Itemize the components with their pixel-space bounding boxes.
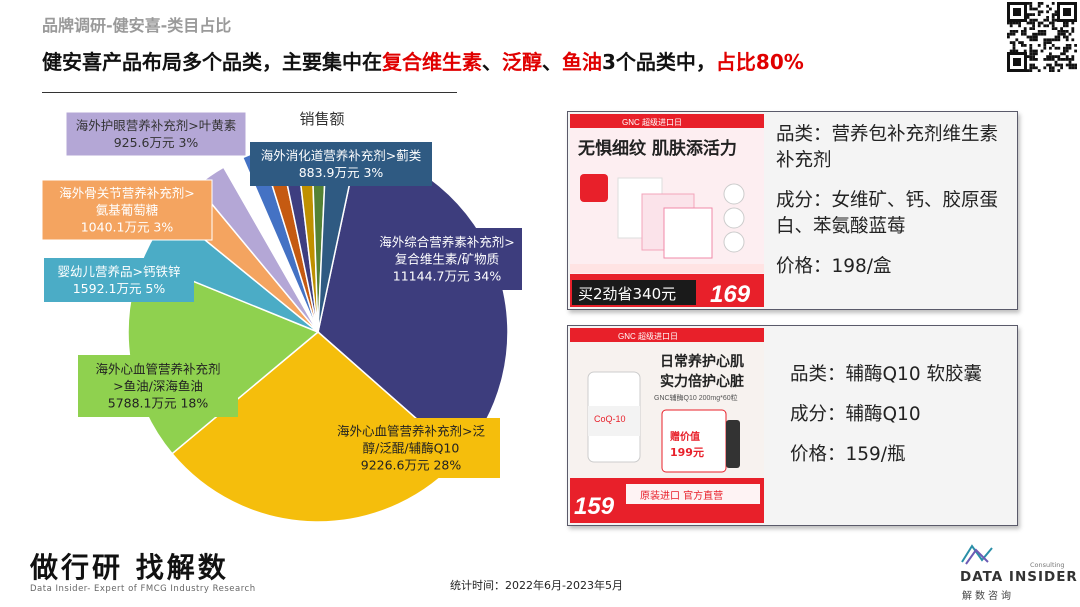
brand-name-en: DATA INSIDER: [960, 569, 1078, 585]
pie-label-line: 海外心血管营养补充剂: [95, 362, 220, 377]
product-2-ingredients: 成分：辅酶Q10: [790, 404, 921, 425]
qr-code-icon: [1007, 2, 1077, 72]
section-title: 品牌调研-健安喜-类目占比: [42, 16, 232, 35]
product-2-promo-price: 159: [574, 493, 615, 520]
pie-label-line: 婴幼儿营养品>钙铁锌: [58, 264, 181, 279]
footer-subline: Data Insider- Expert of FMCG Industry Re…: [30, 584, 256, 594]
headline-part-7: 占比80%: [715, 50, 804, 74]
product-2-bottle-label: CoQ-10: [594, 414, 626, 424]
product-1-promo-headline: 无惧细纹 肌肤添活力: [577, 138, 737, 159]
pie-label-line: 海外消化道营养补充剂>蓟类: [261, 148, 422, 163]
pie-label-4: 海外骨关节营养补充剂> 氨基葡萄糖 1040.1万元 3%: [41, 179, 213, 241]
product-1-tag: GNC 超级进口日: [622, 117, 682, 127]
pie-label-2: 海外心血管营养补充剂 >鱼油/深海鱼油 5788.1万元 18%: [78, 355, 238, 417]
pie-label-line: 海外综合营养素补充剂>: [379, 235, 514, 250]
product-2-tag: GNC 超级进口日: [618, 331, 678, 341]
headline-part-0: 健安喜产品布局多个品类，主要集中在: [42, 50, 382, 74]
pie-label-line: 9226.6万元 28%: [361, 458, 462, 473]
product-2-image: GNC 超级进口日 日常养护心肌 实力倍护心脏 GNC辅酶Q10 200mg*6…: [570, 328, 764, 523]
pie-label-line: 海外心血管营养补充剂>泛: [337, 424, 485, 439]
pie-label-3: 婴幼儿营养品>钙铁锌 1592.1万元 5%: [44, 258, 194, 302]
headline-part-4: 、: [542, 50, 562, 74]
headline-part-1: 复合维生素: [382, 50, 482, 74]
headline-part-6: 3个品类中，: [602, 50, 716, 74]
pie-label-line: 复合维生素/矿物质: [395, 252, 499, 267]
footer-slogan: 做行研 找解数: [30, 551, 229, 584]
pie-label-line: 海外护眼营养补充剂>叶黄素: [76, 118, 236, 133]
product-2-category: 品类：辅酶Q10 软胶囊: [790, 364, 982, 385]
pie-label-5: 海外护眼营养补充剂>叶黄素 925.6万元 3%: [65, 111, 247, 157]
chart-title: 销售额: [299, 110, 344, 128]
pie-label-line: 1040.1万元 3%: [81, 220, 174, 235]
product-2-promo-label: 原装进口 官方直营: [640, 489, 723, 502]
pie-label-line: >鱼油/深海鱼油: [113, 379, 203, 394]
pie-label-line: 海外骨关节营养补充剂>: [59, 186, 194, 201]
product-1-price: 价格：198/盒: [776, 256, 892, 277]
product-1-deal: 买2劲省340元: [578, 285, 676, 303]
product-2-price: 价格：159/瓶: [790, 444, 906, 465]
headline-part-5: 鱼油: [562, 50, 602, 74]
pie-label-12: 海外消化道营养补充剂>蓟类 883.9万元 3%: [250, 142, 432, 186]
headline-part-2: 、: [482, 50, 502, 74]
pie-label-line: 5788.1万元 18%: [108, 396, 209, 411]
pie-label-0: 海外综合营养素补充剂> 复合维生素/矿物质 11144.7万元 34%: [372, 228, 522, 290]
product-1-category: 品类：营养包补充剂维生素补充剂: [776, 124, 999, 171]
pie-label-line: 925.6万元 3%: [114, 135, 199, 150]
pie-label-line: 11144.7万元 34%: [393, 269, 502, 284]
product-2-gift-price: 199元: [670, 446, 704, 459]
product-1-promo-price: 169: [710, 281, 751, 307]
pie-label-1: 海外心血管营养补充剂>泛醇/泛醌/辅酶Q10 9226.6万元 28%: [322, 418, 500, 478]
product-2-headline-2: 实力倍护心脏: [660, 373, 744, 390]
product-1-image: GNC 超级进口日 无惧细纹 肌肤添活力 买2劲省340元 169: [570, 114, 764, 307]
pie-label-line: 883.9万元 3%: [299, 165, 384, 180]
product-2-subline: GNC辅酶Q10 200mg*60粒: [654, 393, 738, 402]
headline-part-3: 泛醇: [502, 50, 542, 74]
product-1-ingredients: 成分：女维矿、钙、胶原蛋白、苯氨酸蓝莓: [776, 190, 999, 237]
product-2-gift: 赠价值: [670, 430, 700, 443]
pie-label-line: 1592.1万元 5%: [73, 281, 166, 296]
data-insider-logo-icon: [961, 544, 993, 565]
headline-divider: [42, 92, 457, 93]
brand-consulting: Consulting: [1030, 561, 1065, 569]
stat-time: 统计时间：2022年6月-2023年5月: [450, 579, 623, 592]
brand-name-cn: 解数咨询: [962, 591, 1014, 602]
pie-label-line: 醇/泛醌/辅酶Q10: [363, 441, 460, 456]
product-2-headline-1: 日常养护心肌: [660, 353, 744, 370]
pie-label-line: 氨基葡萄糖: [96, 203, 159, 218]
headline: 健安喜产品布局多个品类，主要集中在复合维生素、泛醇、鱼油3个品类中，占比80%: [42, 46, 804, 75]
